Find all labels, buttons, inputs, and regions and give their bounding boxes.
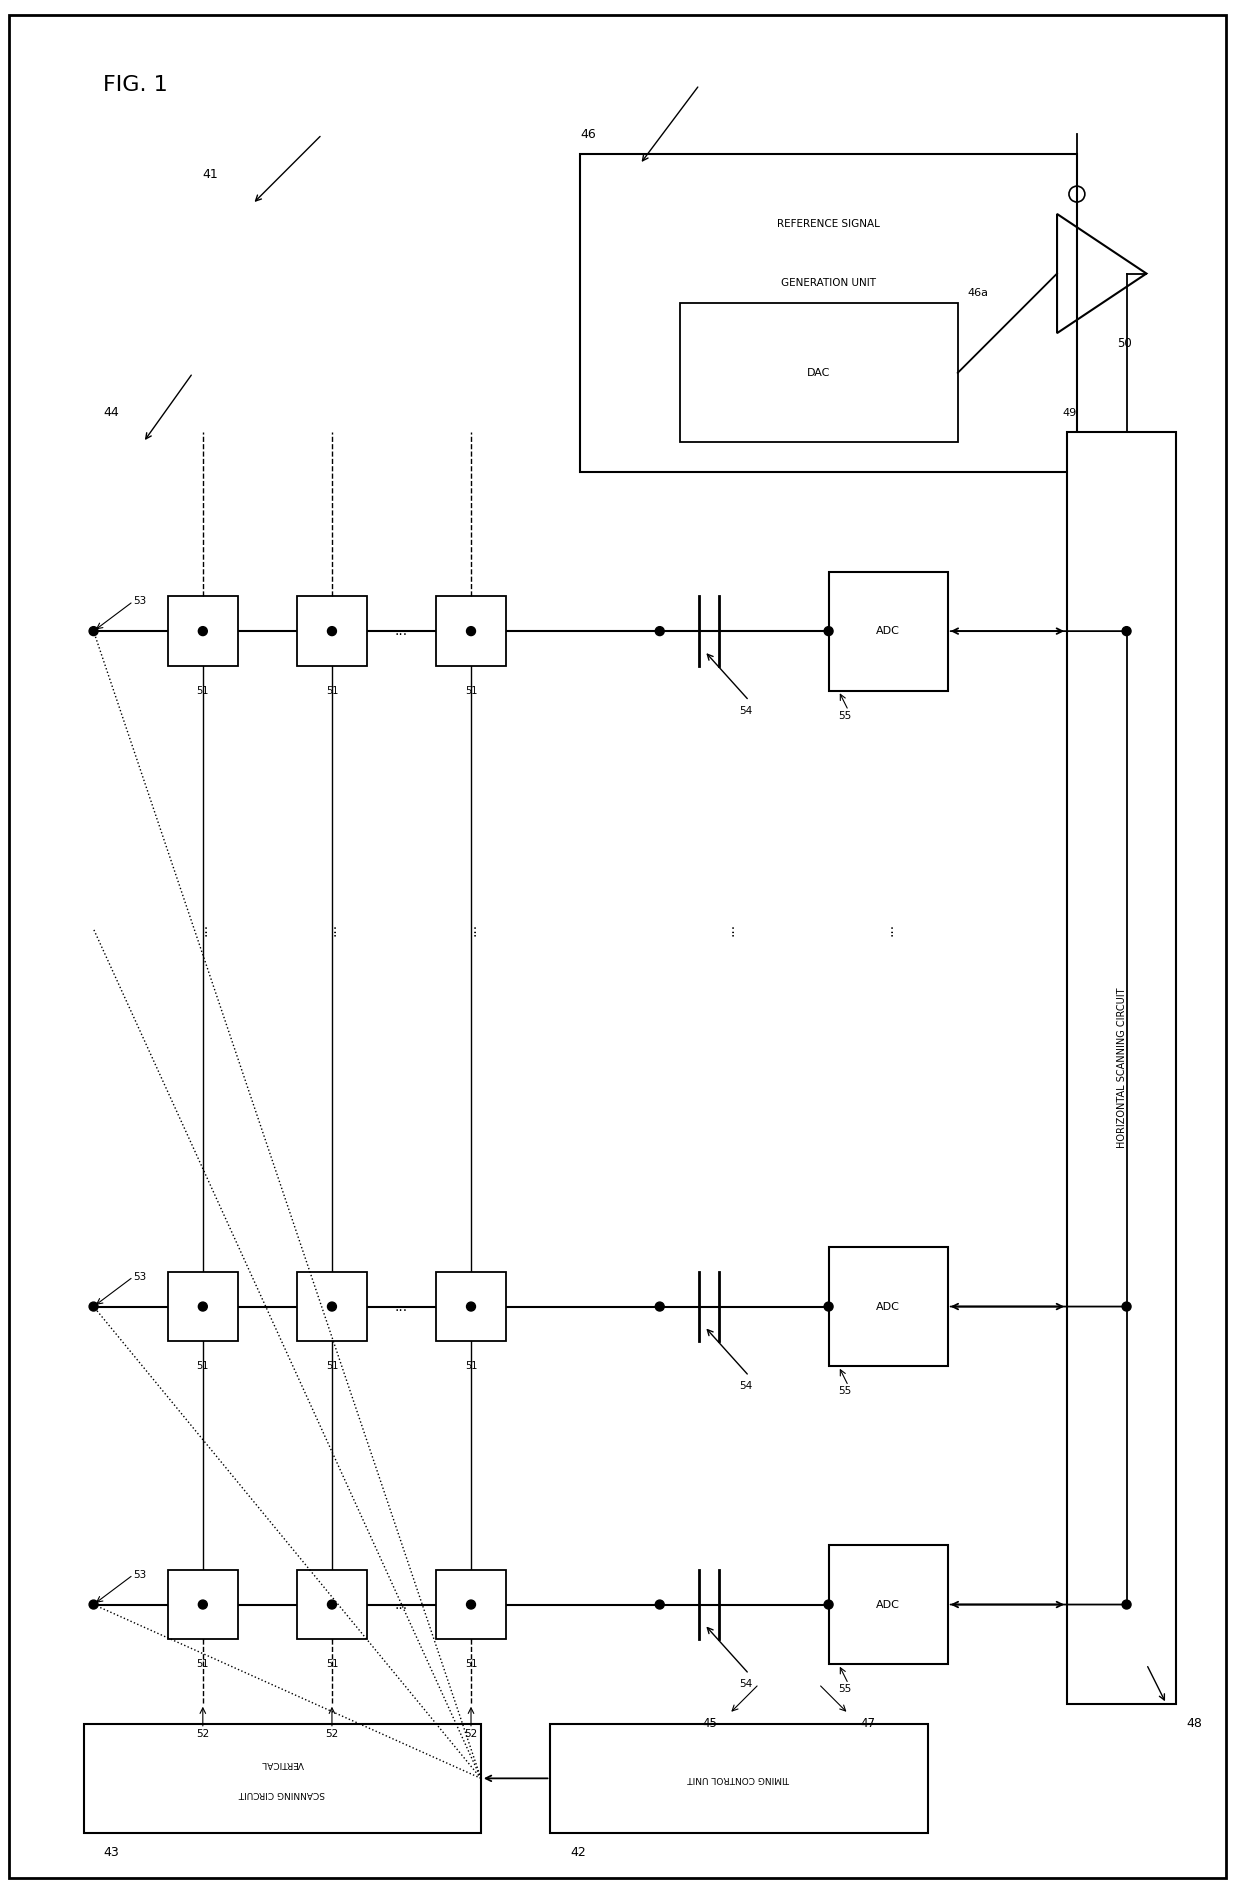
Text: ...: ... [882, 922, 895, 935]
Text: 54: 54 [739, 706, 753, 716]
Circle shape [327, 627, 336, 635]
Text: 52: 52 [465, 1728, 477, 1738]
Text: 55: 55 [838, 1683, 852, 1694]
Text: 51: 51 [326, 1659, 339, 1670]
Text: ...: ... [196, 922, 210, 935]
Circle shape [825, 1302, 833, 1311]
Text: 51: 51 [197, 1362, 210, 1371]
Text: REFERENCE SIGNAL: REFERENCE SIGNAL [777, 219, 880, 229]
Bar [298, 1570, 367, 1640]
Text: ...: ... [394, 623, 408, 638]
Bar [83, 1725, 481, 1832]
Text: 52: 52 [325, 1728, 339, 1738]
Text: 42: 42 [570, 1846, 587, 1859]
Circle shape [327, 1600, 336, 1609]
Text: 50: 50 [1117, 336, 1131, 349]
Text: 51: 51 [465, 686, 477, 695]
Circle shape [825, 627, 833, 635]
Bar [799, 433, 1076, 1704]
Bar [551, 1725, 928, 1832]
Text: ADC: ADC [877, 625, 900, 637]
Bar [436, 597, 506, 667]
Circle shape [198, 1302, 207, 1311]
Bar [169, 597, 238, 667]
Circle shape [466, 1600, 475, 1609]
Circle shape [466, 1302, 475, 1311]
Circle shape [327, 1302, 336, 1311]
Circle shape [89, 627, 98, 635]
Text: ...: ... [394, 1598, 408, 1611]
Text: 54: 54 [739, 1679, 753, 1689]
Circle shape [89, 1302, 98, 1311]
Text: 48: 48 [1187, 1717, 1202, 1730]
Circle shape [1122, 1302, 1131, 1311]
Text: 54: 54 [739, 1381, 753, 1390]
Text: ADC: ADC [877, 1302, 900, 1311]
Text: TIMING CONTROL UNIT: TIMING CONTROL UNIT [688, 1774, 791, 1783]
Circle shape [1122, 1600, 1131, 1609]
Circle shape [198, 1600, 207, 1609]
Bar [436, 1271, 506, 1341]
Circle shape [655, 627, 665, 635]
Text: 47: 47 [861, 1717, 875, 1730]
Text: ...: ... [394, 1300, 408, 1313]
Bar [169, 1570, 238, 1640]
Bar [828, 1545, 947, 1664]
Bar [650, 433, 908, 1704]
Text: ...: ... [464, 922, 477, 935]
Text: ADC: ADC [877, 1600, 900, 1609]
Text: GENERATION UNIT: GENERATION UNIT [781, 278, 877, 289]
Circle shape [466, 627, 475, 635]
Bar [580, 155, 1076, 472]
Text: FIG. 1: FIG. 1 [103, 76, 169, 94]
Text: 43: 43 [103, 1846, 119, 1859]
Circle shape [825, 1600, 833, 1609]
Text: 53: 53 [133, 597, 146, 606]
Circle shape [198, 627, 207, 635]
Bar [828, 1247, 947, 1366]
Text: 53: 53 [133, 1570, 146, 1579]
Text: VERTICAL: VERTICAL [260, 1759, 304, 1768]
Text: ...: ... [722, 922, 737, 935]
Text: DAC: DAC [807, 368, 831, 378]
Text: 51: 51 [465, 1362, 477, 1371]
Text: ...: ... [325, 922, 339, 935]
Bar [680, 304, 957, 442]
Bar [83, 433, 799, 1704]
Text: 51: 51 [465, 1659, 477, 1670]
Bar [1066, 433, 1177, 1704]
Text: 45: 45 [702, 1717, 717, 1730]
Text: 51: 51 [197, 686, 210, 695]
Text: 44: 44 [103, 406, 119, 419]
Circle shape [89, 1600, 98, 1609]
Circle shape [655, 1600, 665, 1609]
Circle shape [1122, 627, 1131, 635]
Bar [169, 1271, 238, 1341]
Circle shape [655, 1302, 665, 1311]
Text: 53: 53 [133, 1271, 146, 1283]
Text: SCANNING CIRCUIT: SCANNING CIRCUIT [239, 1789, 325, 1798]
Bar [298, 597, 367, 667]
Text: 49: 49 [1063, 408, 1076, 417]
Bar [828, 572, 947, 691]
Text: 46: 46 [580, 128, 596, 142]
Bar [436, 1570, 506, 1640]
Text: 55: 55 [838, 1387, 852, 1396]
Bar [298, 1271, 367, 1341]
Text: 52: 52 [196, 1728, 210, 1738]
Text: HORIZONTAL SCANNING CIRCUIT: HORIZONTAL SCANNING CIRCUIT [1116, 988, 1127, 1149]
Text: 51: 51 [197, 1659, 210, 1670]
Text: 51: 51 [326, 686, 339, 695]
Text: 41: 41 [203, 168, 218, 181]
Text: 51: 51 [326, 1362, 339, 1371]
Text: 55: 55 [838, 710, 852, 720]
Text: 46a: 46a [967, 289, 988, 298]
